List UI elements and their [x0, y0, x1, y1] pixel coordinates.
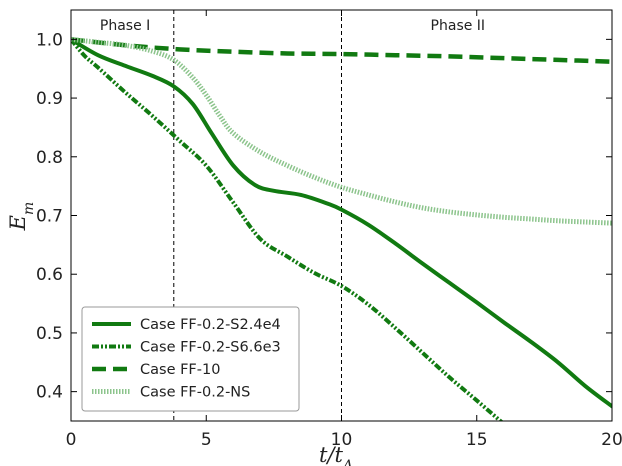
y-tick-label: 0.5 [36, 324, 63, 344]
series-line-2 [71, 38, 504, 421]
y-tick-label: 0.7 [36, 207, 63, 227]
series-line-3 [71, 37, 612, 64]
legend-label-1: Case FF-0.2-S2.4e4 [140, 317, 281, 333]
phase-label: Phase I [100, 18, 150, 34]
y-tick-label: 0.6 [36, 265, 63, 285]
phase-label: Phase II [431, 18, 486, 34]
y-tick-label: 0.8 [36, 148, 63, 168]
series-line-1 [71, 37, 612, 409]
x-tick-label: 15 [466, 430, 488, 450]
x-axis-label: t/tA [319, 443, 353, 466]
legend-label-4: Case FF-0.2-NS [140, 385, 250, 401]
legend-label-3: Case FF-10 [140, 362, 220, 378]
y-tick-label: 0.4 [36, 383, 63, 403]
y-axis-label: Em [6, 202, 37, 232]
x-tick-label: 5 [201, 430, 212, 450]
y-tick-label: 0.9 [36, 89, 63, 109]
legend-label-2: Case FF-0.2-S6.6e3 [140, 340, 281, 356]
x-axis-label-subscript: A [341, 458, 353, 466]
y-axis-label-subscript: m [21, 202, 37, 215]
x-tick-label: 0 [66, 430, 77, 450]
y-tick-label: 1.0 [36, 30, 63, 50]
x-tick-label: 20 [601, 430, 622, 450]
legend-box [81, 306, 300, 412]
series-line-4 [71, 36, 612, 226]
x-tick-label: 10 [331, 430, 353, 450]
